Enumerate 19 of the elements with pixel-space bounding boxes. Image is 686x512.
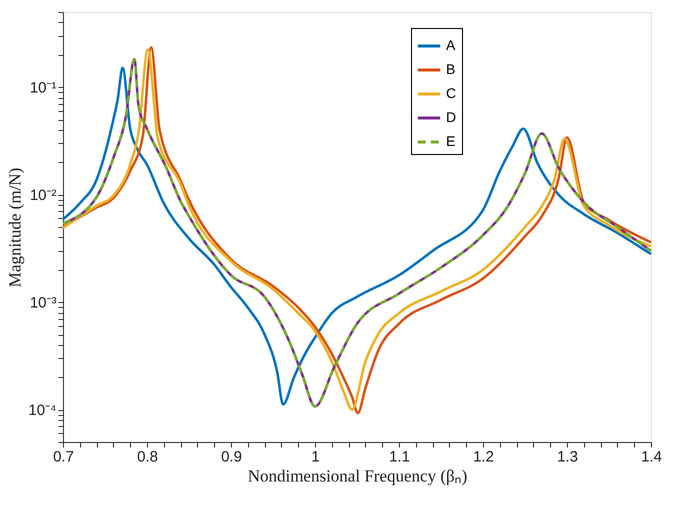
legend-label: A <box>446 37 456 53</box>
x-tick-label: 0.7 <box>53 448 74 466</box>
x-tick-label: 1 <box>311 448 320 466</box>
legend-label: E <box>446 133 456 149</box>
y-tick-label: 10⁻² <box>30 187 56 204</box>
x-tick-label: 1.1 <box>389 448 410 466</box>
x-tick-label: 0.9 <box>221 448 242 466</box>
legend-label: D <box>446 109 456 125</box>
y-tick-label: 10⁻¹ <box>30 80 56 97</box>
x-tick-label: 1.2 <box>473 448 494 466</box>
y-tick-label: 10⁻³ <box>30 294 56 312</box>
legend-label: C <box>446 85 456 101</box>
x-tick-label: 1.3 <box>557 448 578 466</box>
y-axis-title: Magnitude (m/N) <box>5 168 24 288</box>
x-axis-title: Nondimensional Frequency (βₙ) <box>248 466 468 486</box>
y-tick-label: 10⁻⁴ <box>28 402 56 420</box>
x-tick-label: 1.4 <box>641 448 662 466</box>
legend-label: B <box>446 61 456 77</box>
x-tick-label: 0.8 <box>137 448 158 466</box>
